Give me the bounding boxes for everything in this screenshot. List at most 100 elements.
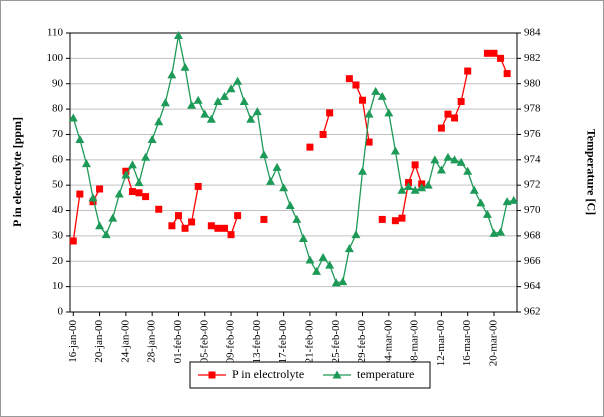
marker <box>121 170 131 179</box>
marker <box>96 185 104 193</box>
marker <box>173 31 183 40</box>
marker <box>147 135 157 144</box>
marker <box>489 228 499 237</box>
marker <box>213 96 223 105</box>
marker <box>239 96 249 105</box>
marker <box>365 138 373 146</box>
y-tick-label: 110 <box>47 27 64 39</box>
marker <box>181 224 189 232</box>
x-tick-label: 04-mar-00 <box>382 320 394 367</box>
marker <box>398 214 406 222</box>
marker <box>436 165 446 174</box>
x-tick-label: 29-feb-00 <box>356 320 368 364</box>
y-tick-label: 0 <box>58 306 64 318</box>
y2-axis-title: Temperature [C] <box>584 129 598 215</box>
y-tick-label: 100 <box>47 52 64 64</box>
marker <box>338 277 348 286</box>
y2-tick-label: 970 <box>524 204 541 216</box>
marker <box>285 200 295 209</box>
marker <box>437 124 445 132</box>
marker <box>259 150 269 159</box>
marker <box>142 193 150 201</box>
y2-tick-label: 980 <box>524 77 541 89</box>
marker <box>451 114 459 122</box>
y2-tick-label: 968 <box>524 229 541 241</box>
x-tick-label: 21-feb-00 <box>303 320 315 364</box>
marker <box>292 214 302 223</box>
y2-tick-label: 974 <box>524 153 541 165</box>
marker <box>325 260 335 269</box>
marker <box>384 108 394 117</box>
marker <box>464 67 472 75</box>
x-tick-label: 16-jan-00 <box>67 320 79 363</box>
marker <box>371 86 381 95</box>
y2-tick-label: 982 <box>524 52 541 64</box>
marker <box>358 166 368 175</box>
y-tick-label: 70 <box>52 128 64 140</box>
y-tick-label: 50 <box>52 179 64 191</box>
marker <box>88 193 98 202</box>
marker <box>108 213 118 222</box>
marker <box>463 166 473 175</box>
marker <box>200 109 210 118</box>
marker <box>127 160 137 169</box>
y-tick-label: 40 <box>52 204 64 216</box>
x-tick-label: 05-feb-00 <box>198 320 210 364</box>
x-tick-label: 20-jan-00 <box>93 320 105 363</box>
marker <box>75 135 85 144</box>
marker <box>430 155 440 164</box>
marker <box>351 230 361 239</box>
marker <box>188 218 196 226</box>
marker <box>483 49 491 57</box>
marker <box>214 224 222 232</box>
marker <box>497 54 505 62</box>
marker <box>167 70 177 79</box>
marker <box>359 96 367 104</box>
marker <box>134 178 144 187</box>
marker <box>391 217 399 225</box>
y-tick-label: 80 <box>52 103 64 115</box>
x-tick-label: 25-feb-00 <box>330 320 342 364</box>
y-tick-label: 90 <box>52 77 64 89</box>
marker <box>234 212 242 220</box>
marker <box>469 185 479 194</box>
marker <box>319 130 327 138</box>
marker <box>194 182 202 190</box>
marker <box>207 222 215 230</box>
marker <box>476 198 486 207</box>
x-tick-label: 28-jan-00 <box>146 320 158 363</box>
marker <box>265 176 275 185</box>
y-tick-label: 20 <box>52 255 64 267</box>
marker <box>417 183 427 192</box>
marker <box>68 113 78 122</box>
x-tick-label: 17-feb-00 <box>277 320 289 364</box>
marker <box>174 212 182 220</box>
marker <box>155 205 163 213</box>
y2-tick-label: 978 <box>524 103 541 115</box>
marker <box>482 209 492 218</box>
plot-frame <box>69 32 518 313</box>
marker <box>206 114 216 123</box>
marker <box>411 161 419 169</box>
marker <box>306 143 314 151</box>
marker <box>226 84 236 93</box>
x-tick-label: 13-feb-00 <box>251 320 263 364</box>
y-tick-label: 30 <box>52 229 64 241</box>
marker <box>135 189 143 197</box>
marker <box>443 152 453 161</box>
marker <box>252 107 262 116</box>
marker <box>279 183 289 192</box>
marker <box>377 91 387 100</box>
marker <box>233 76 243 85</box>
marker <box>503 70 511 78</box>
marker <box>305 255 315 264</box>
x-tick-label: 01-feb-00 <box>172 320 184 364</box>
y2-tick-label: 964 <box>524 280 541 292</box>
marker <box>272 162 282 171</box>
marker <box>509 195 519 204</box>
marker <box>219 91 229 100</box>
marker <box>193 95 203 104</box>
marker <box>456 157 466 166</box>
marker <box>187 100 197 109</box>
